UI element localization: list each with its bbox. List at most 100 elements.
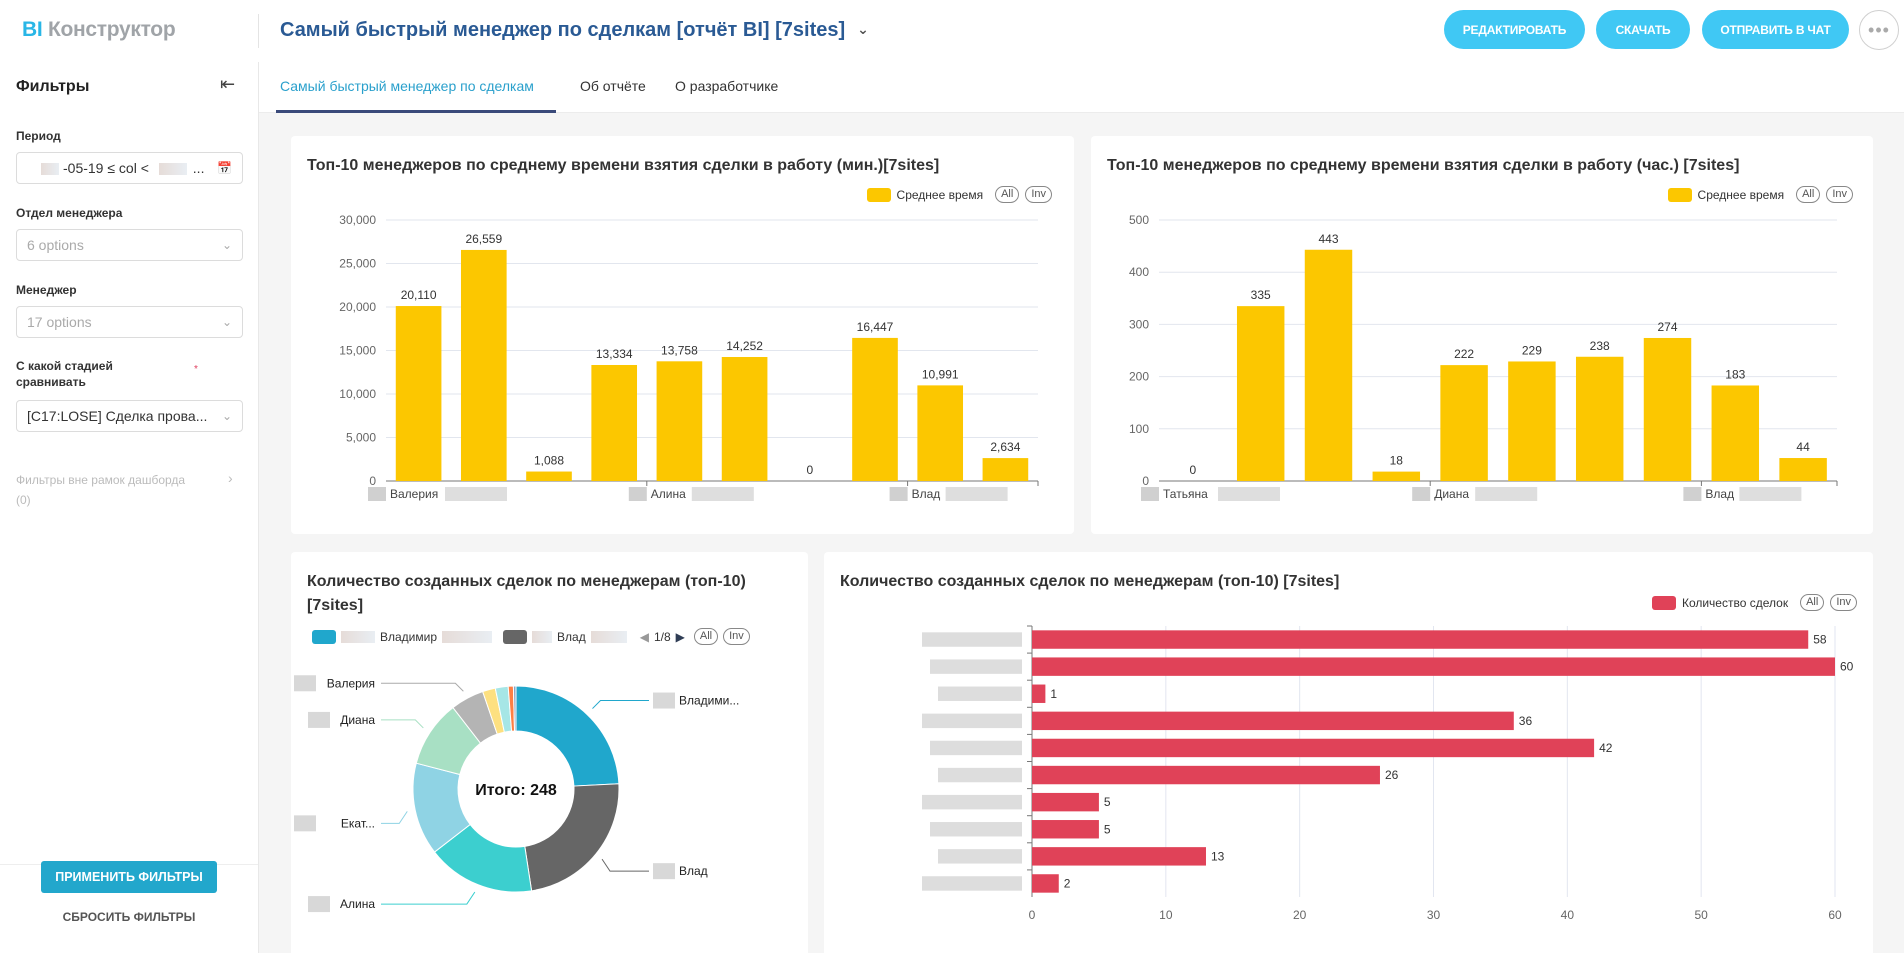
x-tick-label: Диана xyxy=(1434,487,1469,501)
legend-prev-icon[interactable]: ◀ xyxy=(639,629,649,644)
bar xyxy=(1032,874,1059,893)
bar-value-label: 20,110 xyxy=(401,288,437,302)
legend-invert-button[interactable]: Inv xyxy=(1830,594,1857,611)
legend-swatch[interactable] xyxy=(866,187,891,202)
app-logo[interactable]: BI Конструктор xyxy=(22,18,176,42)
chart-title: Топ-10 менеджеров по среднему времени вз… xyxy=(1107,157,1740,174)
slice-label-line xyxy=(381,891,476,905)
bar-value-label: 5 xyxy=(1104,795,1111,809)
redacted-block xyxy=(368,487,386,501)
manager-label: Менеджер xyxy=(16,283,77,297)
redacted-block xyxy=(628,487,647,501)
stage-value: [C17:LOSE] Сделка прова... xyxy=(27,408,208,424)
redacted-block xyxy=(691,487,754,501)
bar-value-label: 335 xyxy=(1251,288,1271,302)
edit-button[interactable]: РЕДАКТИРОВАТЬ xyxy=(1444,10,1585,49)
bar-value-label: 13,334 xyxy=(596,347,633,361)
manager-placeholder: 17 options xyxy=(27,314,92,330)
logo-prefix: BI xyxy=(22,18,43,41)
report-title: Самый быстрый менеджер по сделкам [отчёт… xyxy=(280,19,846,41)
bar-value-label: 58 xyxy=(1813,633,1827,647)
legend-all-button[interactable]: All xyxy=(995,186,1020,203)
legend-all-button[interactable]: All xyxy=(1796,186,1821,203)
bar-value-label: 13,758 xyxy=(661,343,698,357)
legend-invert-button[interactable]: Inv xyxy=(1826,186,1853,203)
bar xyxy=(1575,356,1624,481)
redacted-block xyxy=(1683,487,1702,501)
header-divider xyxy=(258,14,259,48)
bar xyxy=(1643,337,1692,481)
legend-next-icon[interactable]: ▶ xyxy=(675,629,685,644)
more-options-button[interactable]: ••• xyxy=(1859,10,1899,50)
bar-value-label: 238 xyxy=(1590,339,1610,353)
send-to-chat-button[interactable]: ОТПРАВИТЬ В ЧАТ xyxy=(1702,10,1849,49)
redacted-y-label xyxy=(938,849,1022,864)
bar xyxy=(852,337,898,481)
legend-swatch[interactable] xyxy=(312,629,336,644)
x-tick-label: 30 xyxy=(1427,908,1441,922)
dashboard-content: Топ-10 менеджеров по среднему времени вз… xyxy=(259,113,1904,972)
legend-all-button[interactable]: All xyxy=(693,628,719,645)
slice-label-line xyxy=(381,682,464,692)
bar xyxy=(1032,847,1206,866)
chevron-right-icon[interactable]: › xyxy=(228,470,233,486)
legend-invert-button[interactable]: Inv xyxy=(1025,186,1052,203)
bar-chart-hours: 0 100 200 300 400 500 0 335 443 18 222 229 238 274 183… xyxy=(1129,213,1838,501)
redacted-text xyxy=(158,163,187,176)
outside-filters-link[interactable]: Фильтры вне рамок дашборда (0) xyxy=(16,470,185,510)
report-title-dropdown[interactable]: Самый быстрый менеджер по сделкам [отчёт… xyxy=(280,19,869,42)
period-value: -05-19 ≤ col < xyxy=(63,160,149,176)
slice-label: Диана xyxy=(340,713,375,727)
bar-value-label: 60 xyxy=(1840,660,1854,674)
collapse-sidebar-icon[interactable]: ⇤ xyxy=(220,74,236,94)
manager-select[interactable]: 17 options ⌄ xyxy=(16,306,243,338)
bar xyxy=(656,361,703,481)
redacted-y-label xyxy=(930,659,1022,674)
bar-value-label: 26 xyxy=(1385,768,1399,782)
legend-swatch[interactable] xyxy=(503,629,528,644)
redacted-block xyxy=(1218,487,1280,501)
chart-title: Количество созданных сделок по менеджера… xyxy=(840,573,1340,590)
x-tick-label: 10 xyxy=(1159,908,1173,922)
legend-swatch[interactable] xyxy=(1667,187,1692,202)
redacted-block xyxy=(653,692,675,709)
legend-label[interactable]: Владимир xyxy=(380,629,438,644)
download-button[interactable]: СКАЧАТЬ xyxy=(1596,10,1690,49)
bar xyxy=(1779,458,1827,481)
stage-label: С какой стадией сравнивать xyxy=(16,359,113,389)
redacted-block xyxy=(1141,487,1159,501)
chevron-down-icon: ⌄ xyxy=(221,409,232,423)
period-input[interactable]: -05-19 ≤ col < ... 📅 xyxy=(16,152,243,184)
bar-value-label: 2 xyxy=(1064,876,1071,890)
legend-invert-button[interactable]: Inv xyxy=(723,628,750,645)
bar-value-label: 274 xyxy=(1657,320,1677,334)
legend-label[interactable]: Среднее время xyxy=(896,187,984,202)
redacted-text xyxy=(41,163,59,176)
department-select[interactable]: 6 options ⌄ xyxy=(16,229,243,261)
redacted-block xyxy=(1475,487,1538,501)
bar-value-label: 1,088 xyxy=(534,454,564,468)
legend-all-button[interactable]: All xyxy=(1800,594,1825,611)
legend-label[interactable]: Влад xyxy=(557,629,586,644)
stage-select[interactable]: [C17:LOSE] Сделка прова... ⌄ xyxy=(16,400,243,432)
tab-about-report[interactable]: Об отчёте xyxy=(580,78,646,94)
bar xyxy=(1032,684,1046,703)
redacted-y-label xyxy=(922,713,1022,729)
apply-filters-button[interactable]: ПРИМЕНИТЬ ФИЛЬТРЫ xyxy=(41,861,217,893)
x-tick-label: 60 xyxy=(1828,908,1842,922)
redacted-block xyxy=(1739,487,1802,501)
tab-about-developer[interactable]: О разработчике xyxy=(675,78,779,94)
outside-filters-count: (0) xyxy=(16,493,31,507)
bar xyxy=(1508,361,1556,481)
bar xyxy=(917,385,964,481)
legend-swatch[interactable] xyxy=(1651,595,1676,610)
y-tick-label: 25,000 xyxy=(339,257,376,271)
chart-card-pie: Количество созданных сделок по менеджера… xyxy=(291,552,808,972)
legend-label[interactable]: Среднее время xyxy=(1697,187,1785,202)
reset-filters-button[interactable]: СБРОСИТЬ ФИЛЬТРЫ xyxy=(41,905,217,929)
bar-value-label: 13 xyxy=(1211,849,1225,863)
calendar-icon: 📅 xyxy=(217,161,232,175)
legend-label[interactable]: Количество сделок xyxy=(1681,595,1789,610)
bar xyxy=(395,306,442,481)
tab-fastest-manager[interactable]: Самый быстрый менеджер по сделкам xyxy=(276,78,556,113)
